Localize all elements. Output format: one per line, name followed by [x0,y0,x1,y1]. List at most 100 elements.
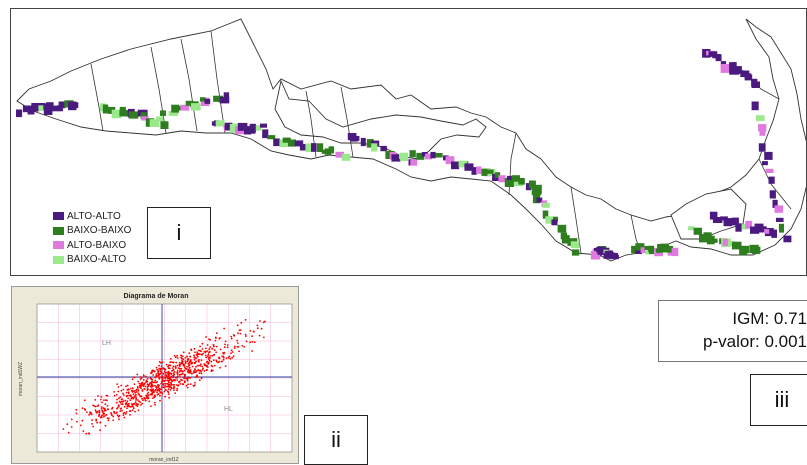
scatter-point [230,352,232,354]
scatter-point [130,395,132,398]
cluster-cell [149,119,160,127]
cluster-cell [731,217,739,226]
scatter-point [253,341,256,344]
scatter-point [162,367,165,370]
scatter-point [89,411,91,414]
scatter-point [124,399,127,402]
scatter-point [117,404,120,407]
scatter-point [236,342,239,344]
scatter-point [208,350,211,353]
scatter-point [156,384,159,386]
cluster-cell [511,176,520,185]
cluster-cell [27,107,35,115]
scatter-point [107,408,110,411]
scatter-point [126,394,129,397]
scatter-point [214,336,217,339]
scatter-point [152,369,154,372]
scatter-point [169,389,172,391]
scatter-point [212,344,215,346]
cluster-cell [776,217,784,222]
scatter-point [173,370,176,373]
scatter-point [132,393,135,395]
scatter-point [116,411,118,414]
scatter-point [106,417,109,419]
scatter-point [157,370,160,373]
scatter-point [230,337,233,340]
scatter-point [200,372,203,375]
scatter-point [173,355,176,357]
scatter-point [244,319,247,321]
scatter-point [176,357,179,359]
scatter-point [180,354,183,357]
cluster-cell [215,120,225,127]
scatter-point [164,382,167,385]
scatter-point [152,397,154,399]
scatter-point [222,358,225,361]
scatter-point [164,376,167,379]
map-canvas [16,18,806,262]
scatter-point [142,379,145,381]
scatter-point [212,354,215,356]
scatter-point [128,405,131,408]
cluster-cell [525,183,532,191]
scatter-point [181,355,184,358]
scatter-point [230,335,233,338]
plot-grid [37,304,292,452]
scatter-point [187,383,189,386]
scatter-point [180,367,183,370]
scatter-point [137,390,140,392]
cluster-cell [768,176,775,184]
scatter-point [159,372,162,375]
scatter-point [188,352,191,354]
scatter-point [213,364,216,367]
scatter-point [82,430,85,432]
scatter-point [164,371,167,374]
scatter-point [237,346,240,348]
scatter-point [198,364,200,367]
scatter-point [160,365,163,368]
scatter-point [176,354,179,357]
scatter-point [154,401,156,404]
scatter-point [171,367,174,369]
scatter-point [183,366,186,369]
scatter-point [207,361,210,364]
scatter-point [117,406,119,409]
scatter-point [96,405,99,407]
scatter-point [130,405,133,408]
scatter-point [107,419,110,422]
cluster-cell [430,151,436,159]
scatter-point [223,346,226,349]
scatter-point [158,364,161,367]
cluster-cell [759,129,766,136]
scatter-point [88,432,90,435]
cluster-cell [38,105,46,111]
scatter-point [230,349,233,352]
cluster-cell [699,234,709,243]
scatter-point [168,386,171,389]
scatter-point [186,355,189,358]
scatter-point [210,369,213,371]
scatter-point [160,386,163,388]
cluster-cell [391,154,401,162]
cluster-cell [471,167,477,175]
scatter-point [224,343,226,346]
cluster-cell [542,210,549,219]
scatter-point [97,395,99,397]
scatter-point [206,369,209,371]
cluster-cell [758,124,767,132]
legend-swatch [53,226,64,235]
scatter-point [137,392,140,395]
cluster-cell [445,156,455,165]
scatter-point [151,371,153,374]
scatter-point [209,346,212,348]
scatter-point [204,351,207,354]
scatter-point [85,432,88,435]
scatter-point [164,395,167,398]
scatter-point [123,416,126,419]
scatter-point [176,387,179,390]
scatter-point [172,376,175,379]
scatter-point [128,394,130,397]
scatter-point [161,392,164,395]
scatter-point [165,363,168,366]
cluster-cell [688,226,695,231]
